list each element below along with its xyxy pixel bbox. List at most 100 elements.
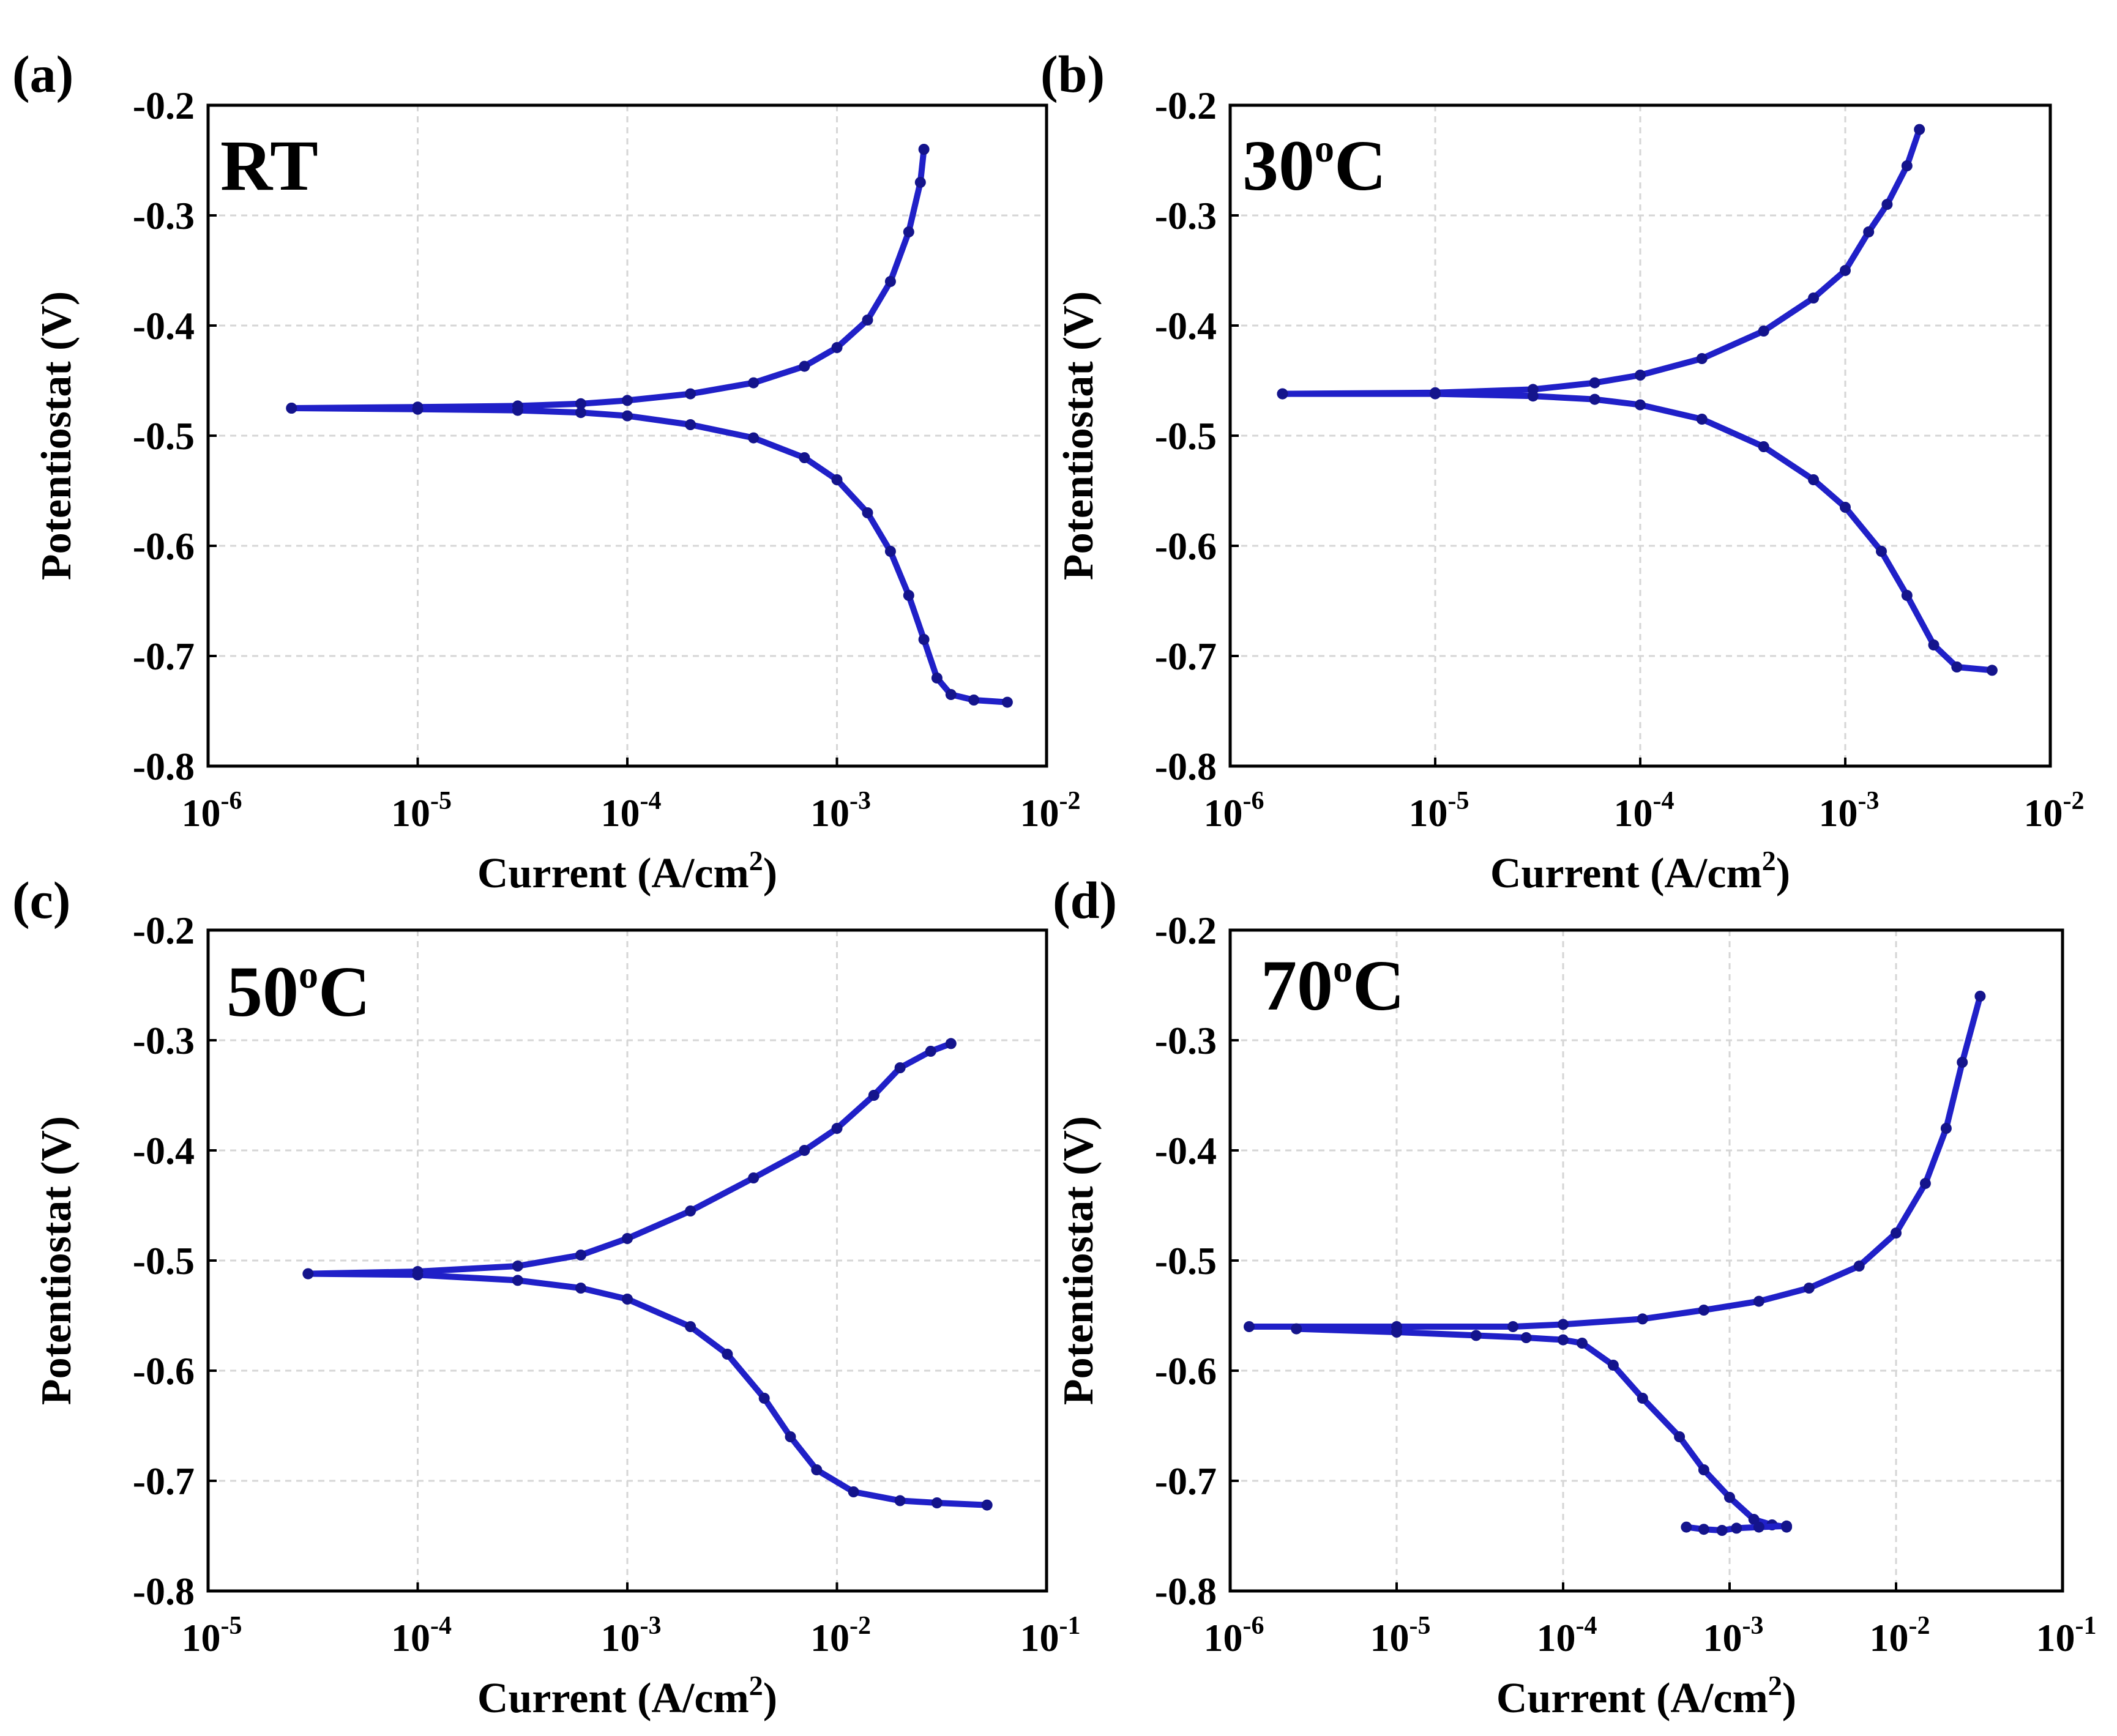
data-point: [575, 398, 586, 409]
x-tick-label: 10-5: [1409, 787, 1469, 835]
x-tick-label: 10-2: [1020, 787, 1081, 835]
data-point: [799, 360, 810, 372]
data-point: [1635, 370, 1646, 381]
data-point: [622, 395, 633, 406]
data-point: [412, 403, 424, 415]
data-point: [1758, 326, 1769, 337]
data-point: [831, 1123, 843, 1134]
y-tick-label: -0.6: [133, 1349, 195, 1393]
data-point: [862, 507, 873, 518]
x-axis-title: Current (A/cm2): [1490, 845, 1790, 897]
chart-panel-3: -0.2 -0.3 -0.4 -0.5 -0.6 -0.7 -0.810-5 10-4 10-3…: [12, 871, 1081, 1722]
data-point: [758, 1393, 770, 1404]
x-tick-label: 10-5: [1370, 1612, 1431, 1660]
data-point: [1001, 696, 1013, 708]
chart-panel-2: -0.2 -0.3 -0.4 -0.5 -0.6 -0.7 -0.810-6 10-5 10-4…: [1040, 45, 2085, 897]
y-tick-label: -0.2: [1155, 84, 1217, 127]
data-point: [685, 1321, 696, 1332]
data-point: [1803, 1283, 1815, 1294]
data-point: [831, 342, 843, 353]
data-point: [785, 1431, 796, 1442]
data-point: [1914, 124, 1925, 135]
data-point: [903, 226, 914, 237]
data-point: [1901, 590, 1913, 601]
data-point: [831, 474, 843, 485]
data-point: [1527, 390, 1539, 402]
data-point: [1507, 1321, 1519, 1332]
x-tick-label: 10-5: [182, 1612, 242, 1660]
data-point: [799, 1145, 810, 1156]
y-axis-title: Potentiostat (V): [1055, 291, 1102, 580]
data-point: [512, 1275, 523, 1286]
y-tick-label: -0.7: [1155, 1459, 1217, 1503]
panel-letter: (a): [12, 45, 73, 103]
x-tick-label: 10-6: [182, 787, 242, 835]
x-axis-title: Current (A/cm2): [477, 1670, 777, 1722]
data-point: [286, 403, 297, 414]
x-tick-label: 10-4: [1614, 787, 1675, 835]
y-tick-label: -0.5: [133, 414, 195, 458]
data-point: [1881, 199, 1893, 210]
series-line-2: [288, 405, 1010, 706]
data-point: [918, 144, 930, 155]
y-tick-label: -0.7: [1155, 635, 1217, 678]
data-point: [1681, 1521, 1692, 1533]
data-point: [748, 377, 760, 389]
data-point: [1698, 1464, 1709, 1475]
data-point: [862, 315, 873, 326]
data-point: [914, 177, 926, 188]
panel-letter: (b): [1040, 45, 1105, 103]
data-point: [848, 1486, 859, 1497]
data-point: [1808, 292, 1820, 304]
y-tick-label: -0.3: [1155, 1019, 1217, 1062]
data-point: [1808, 474, 1820, 485]
data-point: [894, 1495, 906, 1507]
data-point: [931, 1497, 943, 1508]
panel-letter: (d): [1053, 871, 1117, 929]
x-tick-label: 10-3: [1703, 1612, 1764, 1660]
y-tick-label: -0.5: [133, 1239, 195, 1283]
data-point: [1637, 1313, 1648, 1325]
y-axis-title: Potentiostat (V): [33, 1116, 80, 1405]
data-point: [748, 432, 760, 444]
y-tick-label: -0.5: [1155, 1239, 1217, 1283]
y-tick-label: -0.6: [1155, 524, 1217, 568]
x-tick-label: 10-1: [1020, 1612, 1081, 1660]
data-point: [722, 1349, 733, 1360]
condition-label: 50oC: [226, 952, 370, 1032]
y-tick-label: -0.8: [1155, 745, 1217, 788]
data-point: [884, 276, 896, 287]
data-point: [894, 1062, 906, 1073]
data-point: [1753, 1295, 1764, 1307]
data-point: [1840, 265, 1851, 276]
y-tick-label: -0.4: [1155, 304, 1217, 348]
y-tick-label: -0.5: [1155, 414, 1217, 458]
data-point: [302, 1268, 314, 1280]
y-axis-title: Potentiostat (V): [1055, 1116, 1102, 1405]
data-point: [1470, 1330, 1482, 1341]
x-tick-label: 10-2: [1870, 1612, 1930, 1660]
y-tick-label: -0.3: [133, 1019, 195, 1062]
y-tick-label: -0.7: [133, 1459, 195, 1503]
data-point: [1863, 226, 1875, 237]
x-tick-label: 10-4: [1537, 1612, 1597, 1660]
data-point: [1919, 1178, 1931, 1189]
data-point: [1753, 1521, 1764, 1533]
data-point: [1696, 414, 1708, 425]
data-point: [1589, 393, 1600, 405]
y-tick-label: -0.4: [1155, 1129, 1217, 1172]
data-point: [945, 1038, 957, 1049]
data-point: [1724, 1492, 1735, 1503]
y-tick-label: -0.6: [133, 524, 195, 568]
x-tick-label: 10-3: [1819, 787, 1880, 835]
data-point: [1589, 377, 1600, 389]
data-point: [1291, 1323, 1302, 1335]
data-point: [1986, 665, 1998, 676]
data-point: [968, 695, 980, 706]
data-point: [1853, 1261, 1865, 1272]
data-point: [1901, 160, 1913, 171]
data-point: [1758, 441, 1769, 452]
y-tick-label: -0.7: [133, 635, 195, 678]
data-point: [748, 1172, 760, 1183]
data-point: [575, 1250, 586, 1261]
